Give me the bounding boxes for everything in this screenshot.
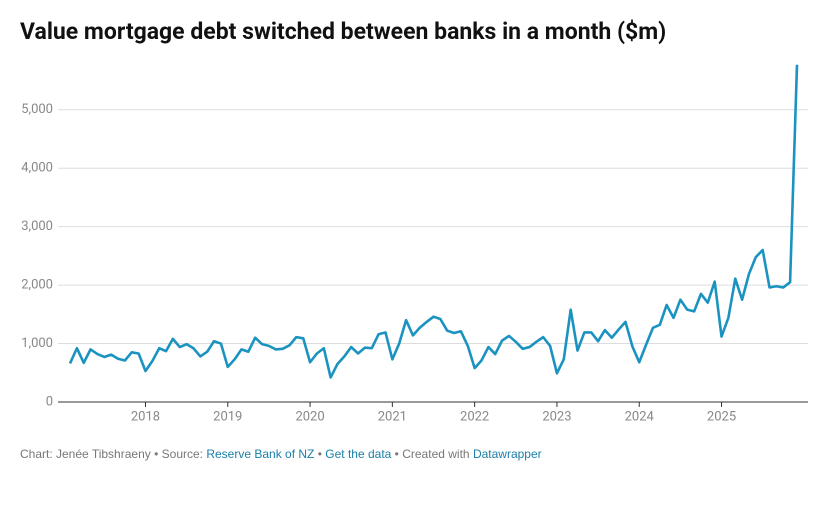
line: [68, 64, 799, 379]
y-tick-label: 2,000: [21, 278, 53, 293]
y-tick-label: 3,000: [21, 219, 53, 234]
get-data-link[interactable]: Get the data: [325, 447, 392, 461]
x-tick-label: 2020: [295, 409, 324, 424]
x-tick-label: 2021: [378, 409, 407, 424]
chart-title: Value mortgage debt switched between ban…: [20, 18, 666, 45]
byline: Chart: Jenée Tibshraeny: [20, 447, 151, 461]
y-tick-label: 0: [46, 394, 53, 409]
x-tick-label: 2025: [707, 409, 736, 424]
separator: •: [154, 447, 159, 461]
tool-link[interactable]: Datawrapper: [472, 447, 542, 461]
separator: •: [317, 447, 322, 461]
footer: Chart: Jenée Tibshraeny • Source: Reserv…: [20, 447, 542, 461]
separator: •: [394, 447, 399, 461]
x-tick-label: 2023: [542, 409, 571, 424]
x-tick-label: 2024: [625, 409, 655, 424]
y-tick-label: 4,000: [21, 161, 53, 176]
x-tick-label: 2019: [213, 409, 242, 424]
created-with: Created with: [402, 447, 470, 461]
x-tick-label: 2018: [131, 409, 160, 424]
y-tick-label: 5,000: [21, 102, 53, 117]
x-tick-label: 2022: [460, 409, 489, 424]
y-tick-label: 1,000: [21, 336, 53, 351]
source-link[interactable]: Reserve Bank of NZ: [206, 447, 315, 461]
source-label: Source:: [161, 447, 203, 461]
chart: Value mortgage debt switched between ban…: [20, 18, 808, 424]
